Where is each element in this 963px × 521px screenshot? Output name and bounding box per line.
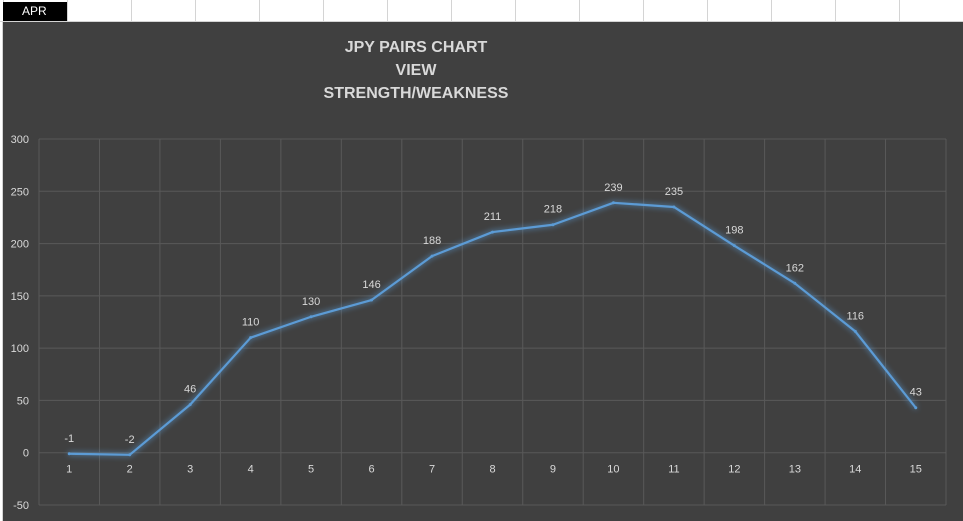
chart-area[interactable]: JPY PAIRS CHART VIEW STRENGTH/WEAKNESS -… (3, 22, 963, 521)
x-tick-label: 4 (248, 464, 254, 476)
data-point (67, 452, 71, 456)
chart-title-line-1: JPY PAIRS CHART (344, 39, 488, 56)
data-point (611, 201, 615, 205)
chart-title-line-2: VIEW (395, 62, 437, 79)
x-tick-label: 1 (66, 464, 72, 476)
y-tick-label: 0 (23, 448, 29, 460)
x-tick-label: 15 (910, 464, 922, 476)
data-label: -1 (64, 433, 74, 445)
x-tick-label: 11 (668, 464, 679, 476)
data-point (853, 329, 857, 333)
data-point (188, 403, 192, 407)
data-label: -2 (125, 434, 135, 446)
data-label: 235 (665, 186, 683, 198)
data-label: 146 (362, 279, 380, 291)
data-point (370, 298, 374, 302)
x-tick-label: 12 (728, 464, 740, 476)
spreadsheet-cell-grid (0, 0, 963, 22)
data-label: 130 (302, 296, 320, 308)
x-tick-label: 3 (187, 464, 193, 476)
data-label: 218 (544, 204, 562, 216)
y-tick-label: 100 (11, 343, 29, 355)
data-point (914, 406, 918, 410)
y-tick-label: 250 (11, 186, 29, 198)
data-label: 211 (484, 211, 502, 223)
y-tick-label: 300 (11, 134, 29, 146)
chart-title: JPY PAIRS CHART VIEW STRENGTH/WEAKNESS (303, 36, 529, 105)
series-line (68, 201, 917, 456)
data-point (128, 453, 132, 457)
data-label: 198 (725, 225, 743, 237)
data-point (309, 315, 313, 319)
data-point (793, 281, 797, 285)
y-tick-label: 200 (11, 239, 29, 251)
spreadsheet-left-gutter (0, 22, 3, 521)
x-tick-label: 6 (369, 464, 375, 476)
data-label: 43 (910, 387, 922, 399)
chart-title-line-3: STRENGTH/WEAKNESS (323, 85, 509, 102)
x-tick-label: 13 (789, 464, 801, 476)
x-tick-label: 9 (550, 464, 556, 476)
x-tick-label: 2 (127, 464, 133, 476)
data-point (249, 336, 253, 340)
y-tick-label: 50 (17, 395, 29, 407)
data-point (551, 223, 555, 227)
data-point (430, 254, 434, 258)
data-label: 46 (184, 384, 196, 396)
data-point (491, 230, 494, 234)
x-tick-label: 7 (429, 464, 435, 476)
data-label: 110 (242, 317, 260, 329)
data-point (732, 244, 736, 248)
data-label: 116 (847, 310, 865, 322)
data-point (672, 205, 676, 209)
y-tick-label: -50 (13, 500, 29, 512)
x-tick-label: 14 (849, 464, 861, 476)
y-tick-label: 150 (11, 291, 29, 303)
data-label: 162 (786, 262, 804, 274)
data-label: 188 (423, 235, 441, 247)
x-tick-label: 8 (489, 464, 495, 476)
x-tick-label: 5 (308, 464, 314, 476)
x-tick-label: 10 (607, 464, 619, 476)
data-label: 239 (604, 182, 622, 194)
cell-apr[interactable]: APR (3, 2, 67, 21)
